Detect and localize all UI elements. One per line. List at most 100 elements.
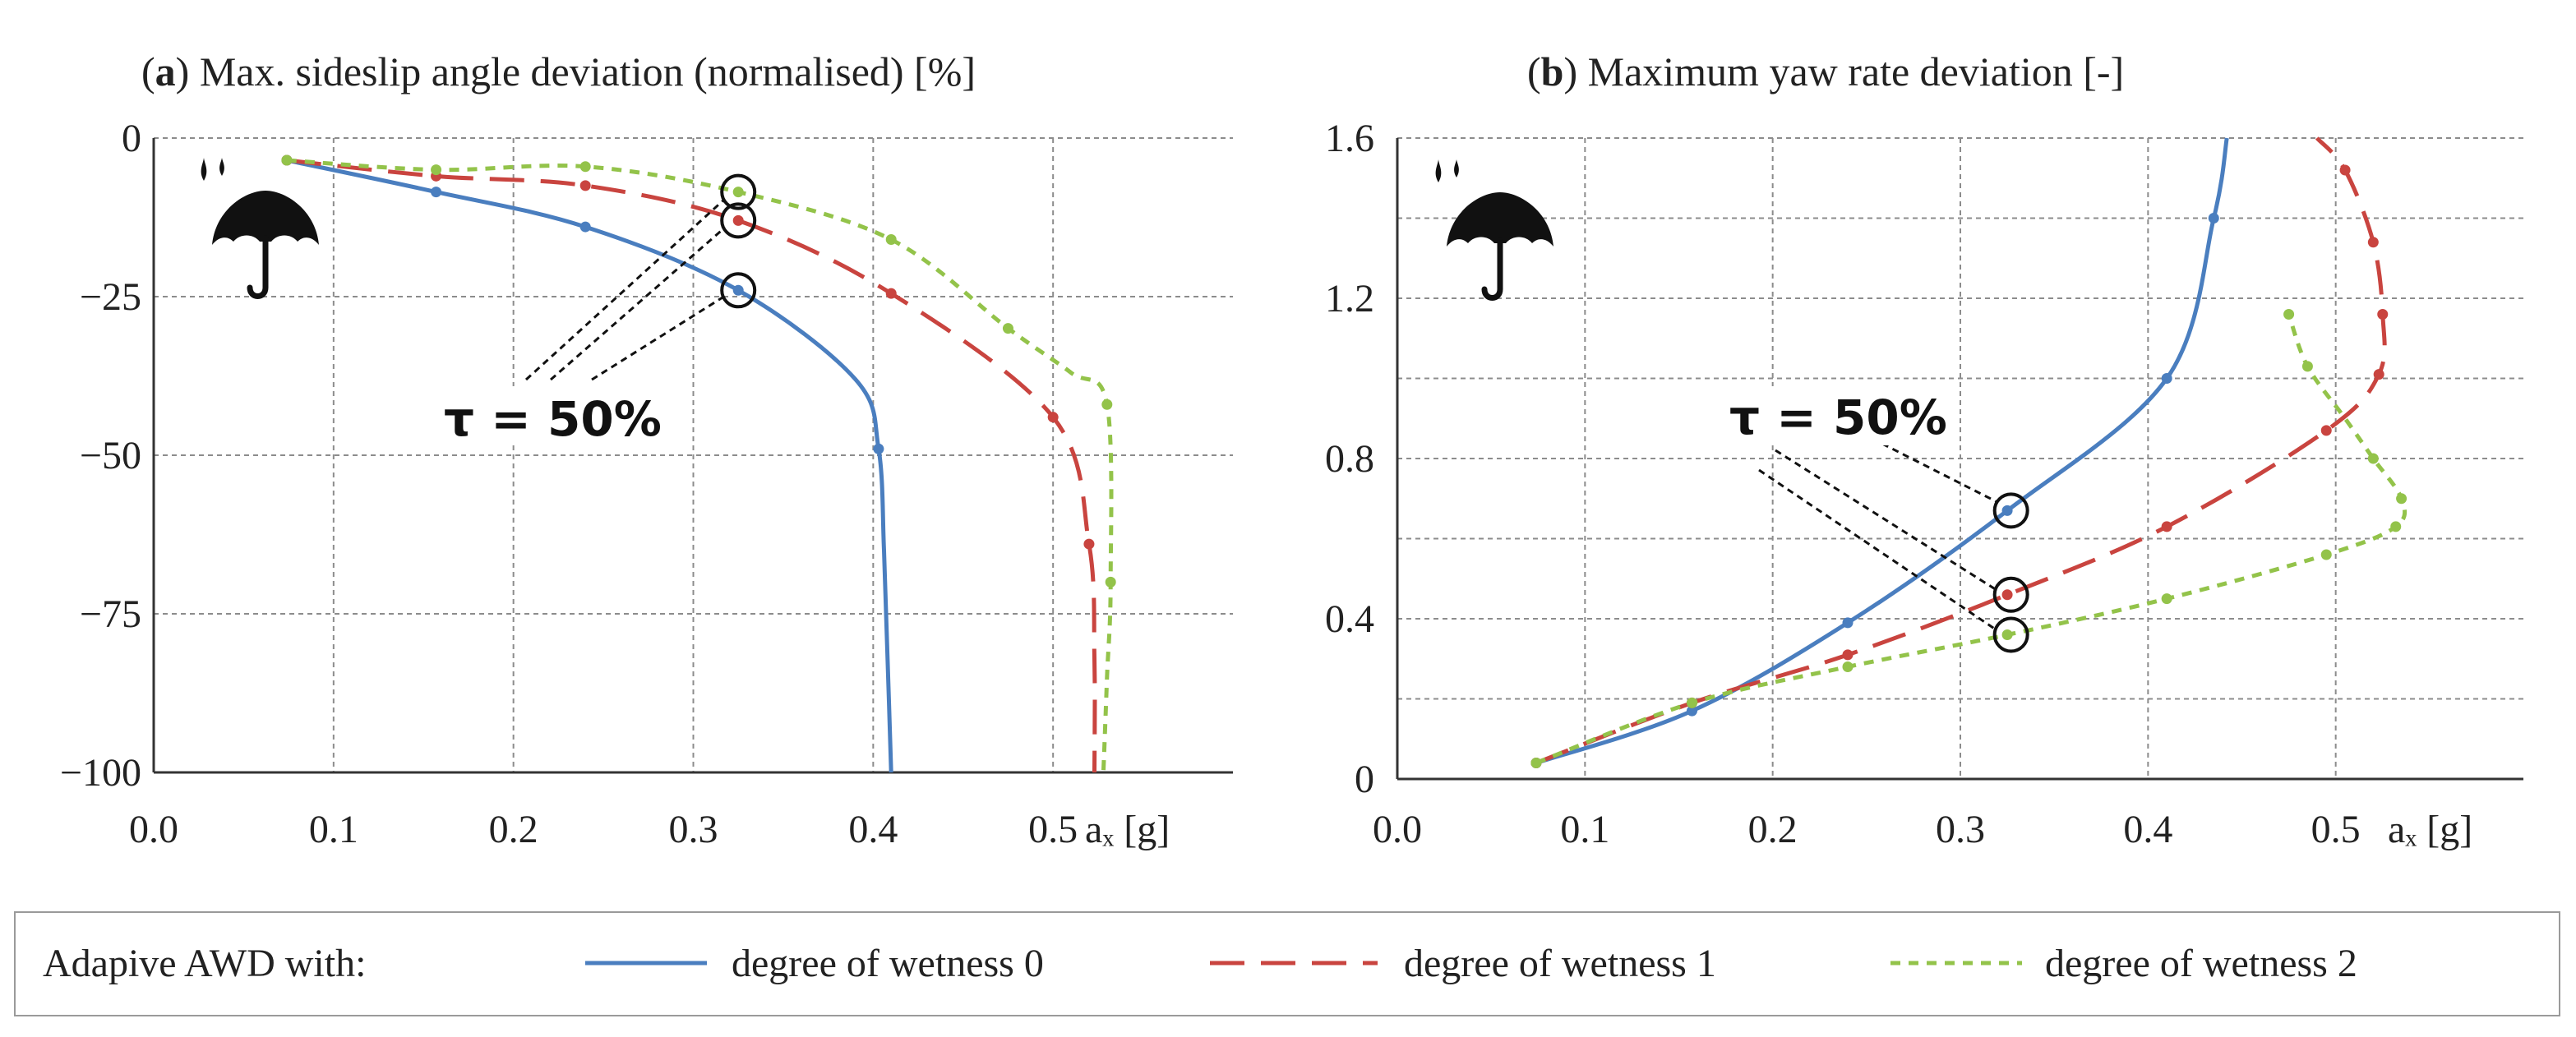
y-tick-label: 1.6 — [1325, 117, 1374, 160]
data-point-wetness-1 — [2373, 369, 2384, 380]
x-tick-label: 0.0 — [129, 808, 178, 851]
data-point-wetness-0 — [1842, 617, 1854, 629]
legend-label-wetness-0: degree of wetness 0 — [732, 942, 1044, 985]
series-line-wetness-0 — [286, 158, 893, 773]
x-tick-label: 0.3 — [669, 808, 718, 851]
data-point-wetness-2 — [2390, 521, 2402, 532]
highlight-circle — [1992, 616, 2029, 653]
data-point-wetness-1 — [2367, 237, 2379, 248]
data-point-wetness-2 — [579, 161, 591, 173]
data-point-wetness-2 — [1842, 661, 1854, 672]
data-point-wetness-2 — [1530, 758, 1542, 768]
x-tick-label: 0.5 — [1028, 808, 1078, 851]
highlight-circle — [1992, 576, 2029, 613]
panel-b-chart: 0 0.4 0.8 1.2 1.6 0.0 0.1 0.2 0.3 0.4 0.5 aₓ [g] τ =… — [1325, 117, 2523, 851]
annotation-leader-line — [1758, 468, 1997, 631]
series-line-wetness-2 — [1535, 313, 2407, 765]
x-tick-label: 0.1 — [309, 808, 358, 851]
data-point-wetness-2 — [2283, 309, 2295, 320]
x-tick-label: 0.4 — [848, 808, 898, 851]
data-point-wetness-1 — [1047, 412, 1059, 423]
panel-b-title-text: Maximum yaw rate deviation [-] — [1577, 48, 2124, 94]
annotation-leader-line — [1881, 442, 1999, 504]
data-point-wetness-2 — [732, 187, 744, 198]
panel-b-letter: b — [1541, 48, 1564, 94]
legend-prefix: Adapive AWD with: — [43, 942, 366, 985]
x-tick-label: 0.5 — [2311, 808, 2361, 851]
annotation-background — [1724, 386, 1940, 445]
x-tick-label: 0.0 — [1373, 808, 1422, 851]
annotation-tau: τ = 50% — [444, 391, 662, 447]
data-point-wetness-1 — [2320, 425, 2332, 436]
data-point-wetness-2 — [1002, 323, 1013, 334]
y-tick-label: 0 — [122, 117, 141, 160]
panel-a-letter: a — [155, 48, 176, 94]
x-axis-label: aₓ [g] — [2388, 808, 2472, 851]
x-tick-label: 0.1 — [1560, 808, 1609, 851]
data-point-wetness-2 — [885, 234, 897, 246]
highlight-circle — [720, 173, 757, 210]
data-point-wetness-0 — [579, 221, 591, 233]
annotation-background — [437, 386, 653, 445]
y-tick-label: 0.8 — [1325, 437, 1374, 481]
panel-a-chart: 0 −25 −50 −75 −100 0.0 0.1 0.2 0.3 0.4 0.5 aₓ [g] τ … — [60, 117, 1233, 851]
data-point-wetness-2 — [1101, 399, 1113, 410]
umbrella-rain-icon — [201, 158, 319, 299]
highlight-circle — [1992, 492, 2029, 529]
data-point-wetness-0 — [2208, 213, 2219, 224]
data-point-wetness-1 — [885, 288, 897, 299]
data-point-wetness-1 — [2161, 521, 2172, 532]
data-point-wetness-1 — [2377, 309, 2389, 320]
data-point-wetness-2 — [2320, 549, 2332, 560]
data-point-wetness-0 — [873, 443, 884, 454]
x-axis-label: aₓ [g] — [1085, 808, 1170, 851]
series-line-wetness-2 — [286, 158, 1114, 773]
legend-label-wetness-1: degree of wetness 1 — [1404, 942, 1716, 985]
data-point-wetness-1 — [579, 180, 591, 191]
x-tick-label: 0.2 — [489, 808, 538, 851]
panel-a-title-text: Max. sideslip angle deviation (normalise… — [189, 48, 976, 94]
data-point-wetness-2 — [431, 164, 442, 176]
legend-frame — [14, 911, 2560, 1016]
panel-b-title: (b) Maximum yaw rate deviation [-] — [1527, 48, 2124, 94]
data-point-wetness-0 — [1686, 705, 1697, 717]
data-point-wetness-0 — [431, 187, 442, 198]
y-tick-label: −25 — [80, 275, 141, 319]
umbrella-rain-icon — [1435, 159, 1553, 301]
legend-label-wetness-2: degree of wetness 2 — [2045, 942, 2357, 985]
legend: Adapive AWD with: degree of wetness 0 de… — [14, 911, 2560, 1016]
data-point-wetness-0 — [732, 284, 744, 296]
data-point-wetness-2 — [2367, 453, 2379, 464]
data-point-wetness-1 — [2339, 164, 2351, 176]
annotation-leader-line — [550, 228, 725, 381]
series-line-wetness-0 — [1535, 137, 2229, 765]
y-tick-label: 0 — [1355, 758, 1374, 801]
y-tick-label: −100 — [60, 751, 141, 795]
data-point-wetness-1 — [1083, 538, 1095, 550]
annotation-tau: τ = 50% — [1729, 389, 1947, 445]
data-point-wetness-2 — [281, 154, 293, 166]
data-point-wetness-1 — [2001, 589, 2013, 601]
panel-a-title: (a) Max. sideslip angle deviation (norma… — [141, 48, 976, 94]
x-tick-label: 0.3 — [1936, 808, 1985, 851]
y-tick-label: −50 — [80, 434, 141, 477]
y-tick-label: 0.4 — [1325, 597, 1374, 641]
data-point-wetness-2 — [2001, 629, 2013, 640]
data-point-wetness-0 — [2161, 373, 2172, 384]
annotation-leader-line — [524, 199, 725, 381]
data-point-wetness-1 — [1842, 649, 1854, 661]
y-tick-label: −75 — [80, 592, 141, 636]
data-point-wetness-2 — [2161, 593, 2172, 605]
series-line-wetness-1 — [286, 158, 1097, 773]
highlight-circle — [720, 202, 757, 239]
annotation-leader-line — [591, 296, 725, 381]
highlight-circle — [720, 272, 757, 309]
data-point-wetness-2 — [2301, 361, 2313, 372]
data-point-wetness-2 — [2396, 493, 2407, 505]
x-tick-label: 0.4 — [2123, 808, 2172, 851]
y-tick-label: 1.2 — [1325, 277, 1374, 320]
x-tick-label: 0.2 — [1748, 808, 1798, 851]
data-point-wetness-0 — [2001, 505, 2013, 516]
data-point-wetness-2 — [1686, 697, 1697, 708]
